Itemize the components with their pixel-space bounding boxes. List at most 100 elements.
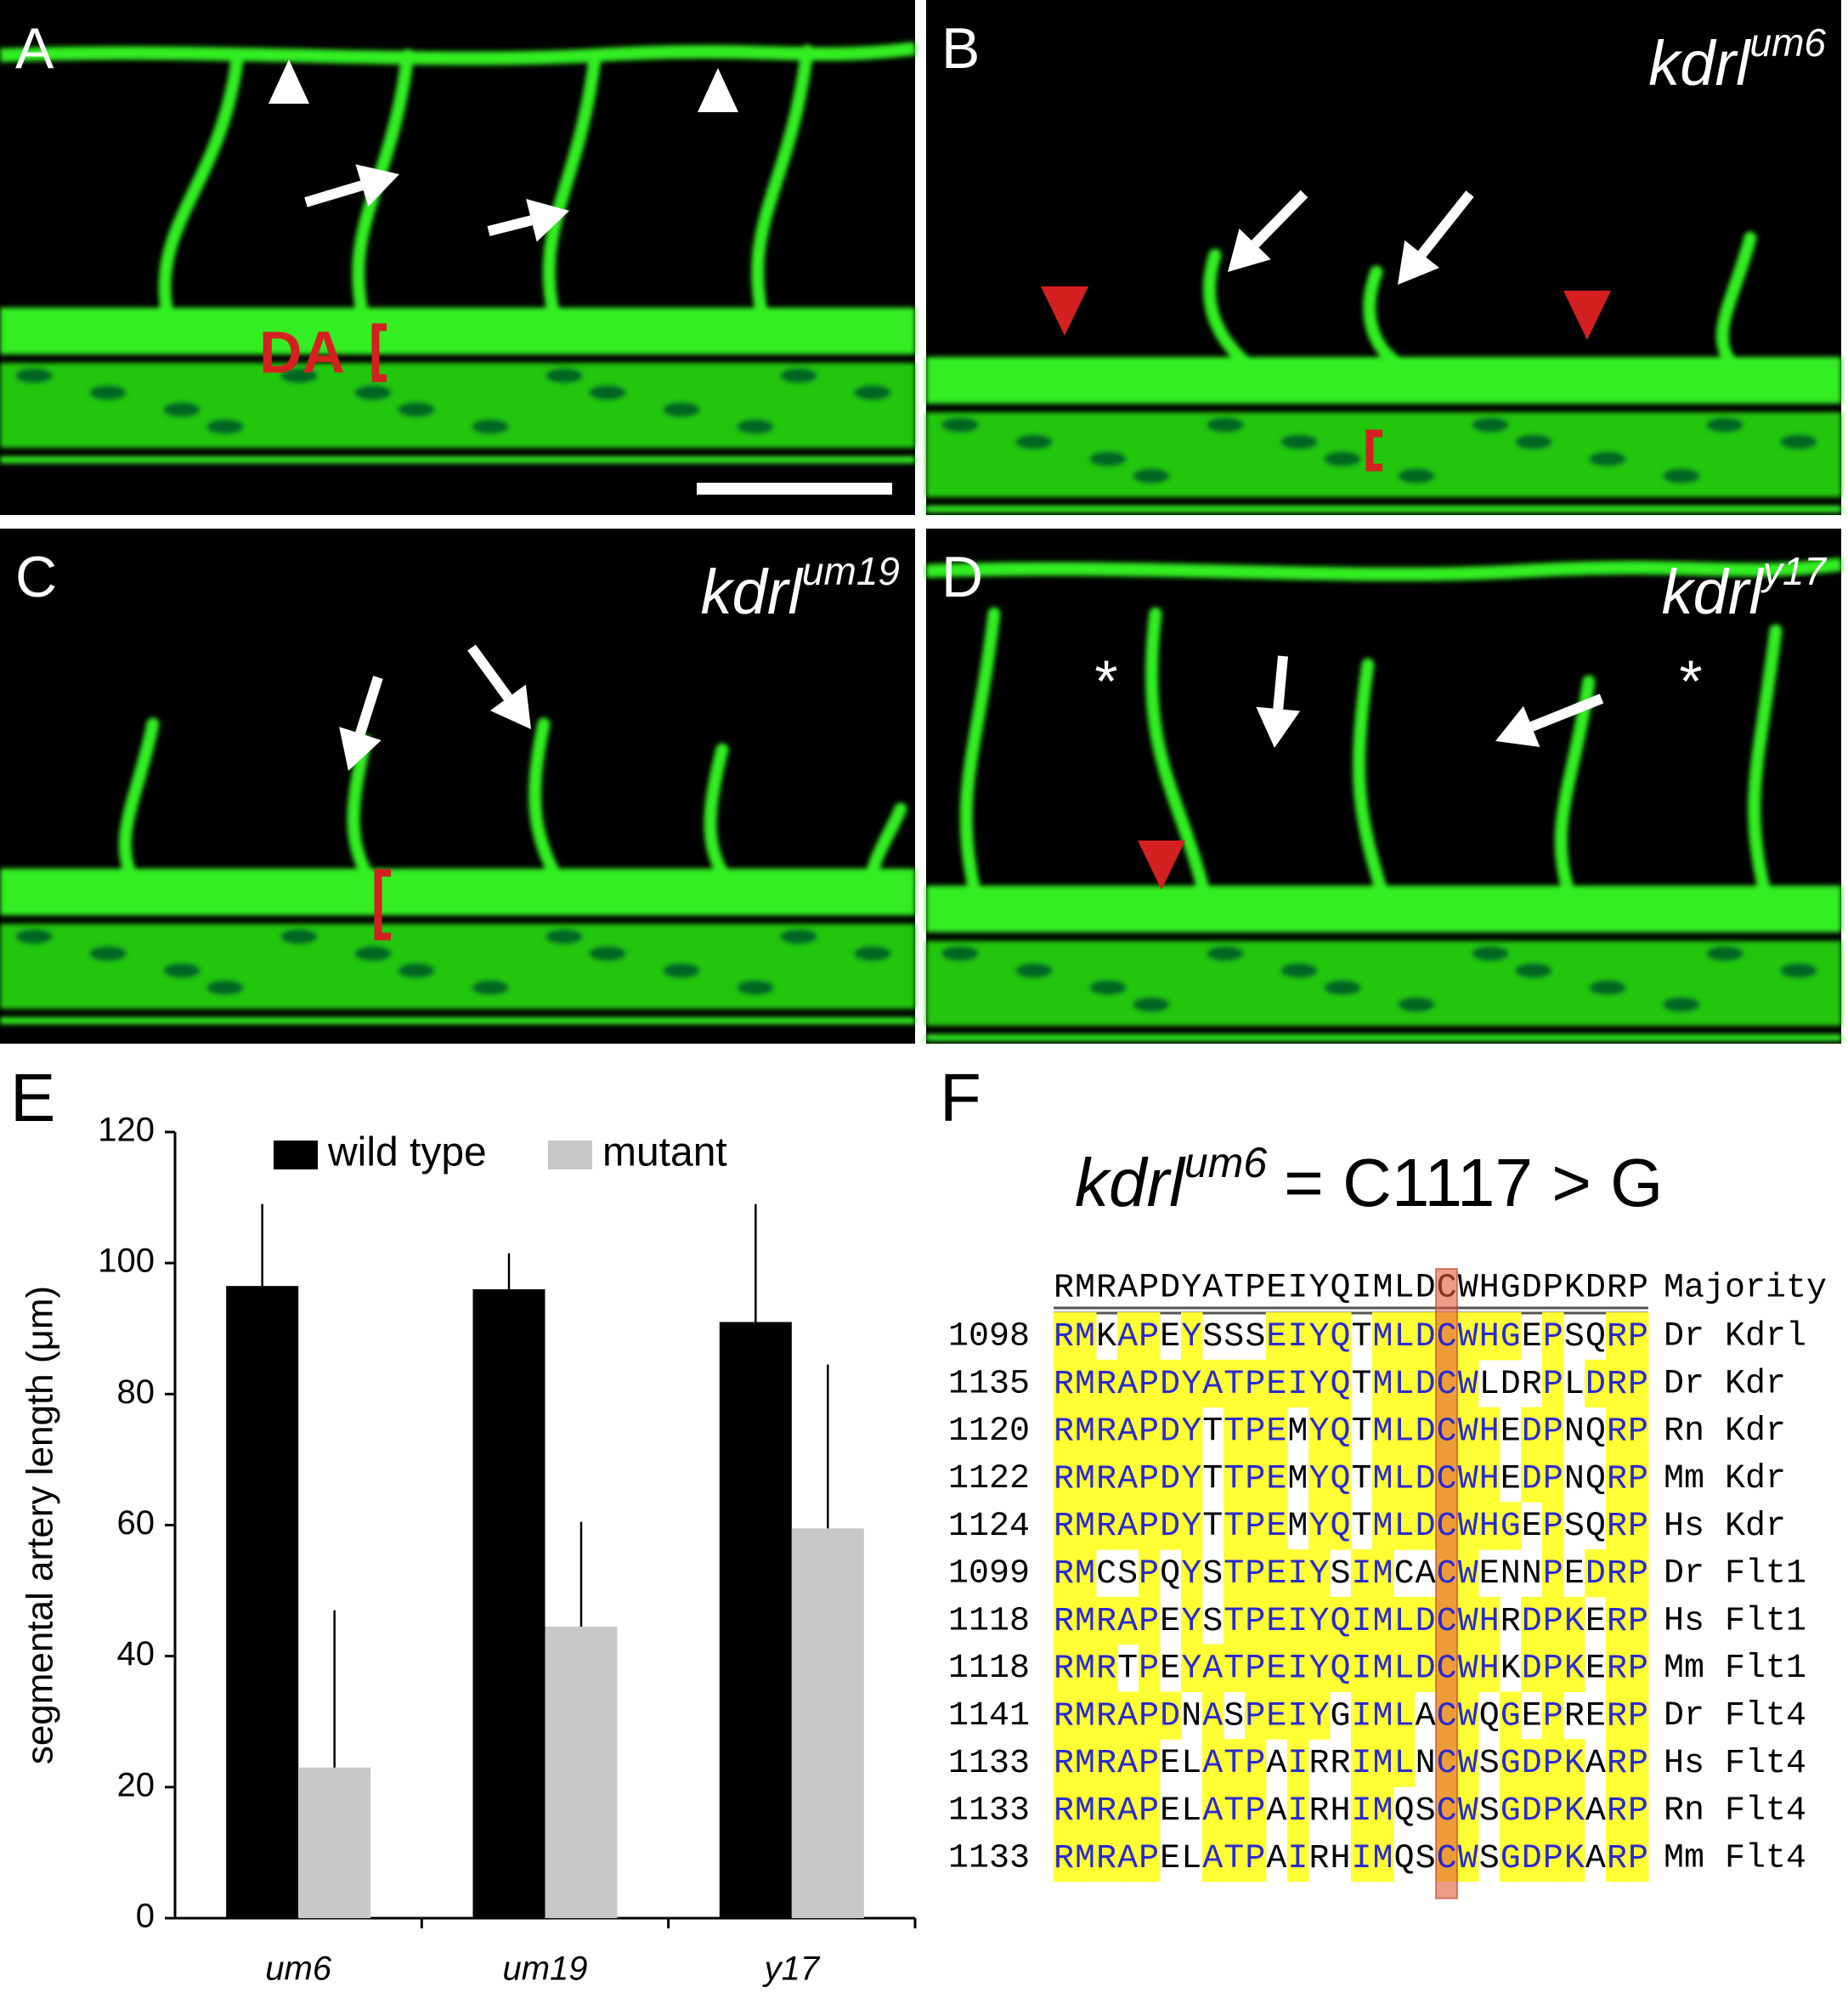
match-highlight (1202, 1786, 1224, 1835)
match-highlight (1372, 1691, 1394, 1740)
row-species: Dr Flt1 (1664, 1555, 1806, 1594)
speckle (1706, 946, 1743, 961)
vessel-edge (926, 1034, 1841, 1041)
residue: A (1117, 1365, 1138, 1403)
residue: R (1096, 1650, 1116, 1688)
gene: kdrl (1075, 1145, 1186, 1220)
residue: W (1458, 1412, 1478, 1451)
arrow-shaft (467, 644, 512, 701)
speckle (1015, 434, 1053, 450)
residue: M (1075, 1508, 1095, 1546)
match-highlight (1054, 1786, 1076, 1835)
residue: S (1202, 1318, 1223, 1356)
residue: A (1117, 1745, 1138, 1783)
row-start: 1120 (948, 1412, 1030, 1451)
match-highlight (1415, 1596, 1437, 1645)
speckle (163, 402, 201, 417)
residue: L (1394, 1697, 1415, 1735)
residue: A (1585, 1839, 1606, 1877)
residue: G (1500, 1318, 1521, 1356)
speckle (1472, 946, 1509, 961)
residue: E (1266, 1508, 1286, 1546)
residue: Y (1308, 1555, 1329, 1594)
residue: H (1479, 1460, 1500, 1498)
residue: R (1607, 1839, 1627, 1877)
speckle (663, 963, 700, 978)
arrow-head (1228, 228, 1271, 272)
match-highlight (1457, 1786, 1479, 1835)
panel-label: C (15, 545, 57, 609)
residue: R (1054, 1650, 1074, 1688)
speckle (545, 368, 583, 383)
residue: N (1416, 1745, 1436, 1783)
residue: D (1522, 1650, 1542, 1688)
residue: E (1160, 1318, 1180, 1356)
match-highlight (1393, 1596, 1416, 1645)
row-start: 1141 (948, 1697, 1030, 1735)
match-highlight (1308, 1644, 1331, 1692)
residue: W (1458, 1650, 1478, 1688)
speckle (941, 417, 979, 433)
match-highlight (1245, 1644, 1267, 1692)
residue: E (1266, 1412, 1286, 1451)
row-species: Mm Flt1 (1664, 1650, 1806, 1688)
segmental-artery (1748, 624, 1783, 909)
match-highlight (1372, 1454, 1394, 1503)
y-tick-label: 100 (98, 1243, 155, 1280)
residue: R (1054, 1839, 1074, 1877)
residue: W (1458, 1318, 1478, 1356)
residue: T (1352, 1460, 1372, 1498)
vessels (0, 717, 915, 1024)
match-highlight (1287, 1786, 1309, 1835)
residue: C (1437, 1650, 1457, 1688)
residue: P (1543, 1555, 1563, 1594)
residue: E (1160, 1650, 1180, 1688)
residue: Y (1308, 1365, 1329, 1403)
residue: S (1330, 1555, 1350, 1594)
arrow-head (526, 199, 569, 242)
speckle (472, 419, 509, 434)
match-highlight (1606, 1833, 1628, 1882)
residue: G (1330, 1697, 1350, 1735)
residue: P (1245, 1508, 1265, 1546)
residue: P (1543, 1697, 1563, 1735)
match-highlight (1245, 1502, 1267, 1550)
residue: R (1096, 1412, 1116, 1451)
residue: P (1139, 1460, 1159, 1498)
match-highlight (1245, 1739, 1267, 1787)
residue: P (1543, 1745, 1563, 1783)
match-highlight (1606, 1739, 1628, 1787)
y-tick-label: 80 (117, 1373, 155, 1411)
residue: S (1564, 1508, 1585, 1546)
residue: W (1458, 1365, 1478, 1403)
residue: R (1054, 1460, 1074, 1498)
residue: P (1628, 1365, 1648, 1403)
residue: L (1181, 1792, 1201, 1831)
match-highlight (1351, 1739, 1373, 1787)
residue: T (1224, 1602, 1244, 1640)
row-sequence: RMRAPEYSTPEIYQIMLDCWHRDPKERP (1054, 1602, 1648, 1640)
cardinal-vein (0, 363, 915, 448)
match-highlight (1266, 1359, 1288, 1408)
speckle (89, 946, 127, 961)
match-highlight (1075, 1644, 1097, 1692)
allele: um19 (802, 549, 900, 593)
residue: E (1266, 1555, 1286, 1594)
match-highlight (1181, 1312, 1203, 1361)
match-highlight (1308, 1359, 1331, 1408)
match-highlight (1266, 1312, 1288, 1361)
residue: A (1117, 1412, 1138, 1451)
residue: M (1373, 1508, 1393, 1546)
match-highlight (1457, 1359, 1479, 1408)
match-highlight (1351, 1596, 1373, 1645)
residue: P (1139, 1650, 1159, 1688)
speckle (280, 368, 318, 383)
match-highlight (1500, 1312, 1522, 1361)
match-highlight (1224, 1454, 1246, 1503)
residue: W (1458, 1555, 1478, 1594)
residue: R (1054, 1365, 1074, 1403)
residue: G (1500, 1839, 1521, 1877)
speckle (1663, 997, 1700, 1012)
match-highlight (1521, 1833, 1543, 1882)
speckle (354, 946, 392, 961)
